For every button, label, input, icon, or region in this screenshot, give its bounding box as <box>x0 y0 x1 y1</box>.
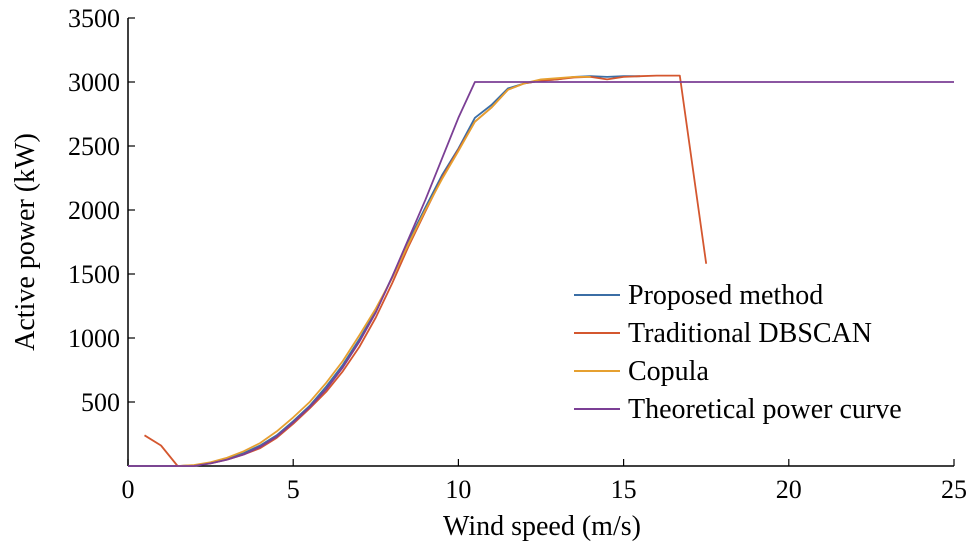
x-tick-label: 15 <box>611 475 637 504</box>
series-line-proposed-method <box>177 75 641 467</box>
y-tick-label: 2000 <box>68 196 120 225</box>
x-tick-label: 0 <box>122 475 135 504</box>
y-axis-title: Active power (kW) <box>10 133 41 351</box>
y-tick-label: 3500 <box>68 4 120 33</box>
y-tick-label: 500 <box>81 388 120 417</box>
y-tick-label: 1500 <box>68 260 120 289</box>
x-tick-label: 25 <box>941 475 967 504</box>
legend-label-copula: Copula <box>628 356 709 387</box>
y-tick-label: 1000 <box>68 324 120 353</box>
y-tick-label: 2500 <box>68 132 120 161</box>
legend-label-proposed-method: Proposed method <box>628 280 823 311</box>
axes: 0 5 10 15 20 25 500 1000 1500 2000 2500 3000 3500 <box>68 4 967 504</box>
x-tick-label: 20 <box>776 475 802 504</box>
x-axis-title: Wind speed (m/s) <box>443 511 641 542</box>
y-tick-label: 3000 <box>68 68 120 97</box>
series-layer <box>128 74 954 467</box>
legend-label-traditional-dbscan: Traditional DBSCAN <box>628 318 872 349</box>
series-line-traditional-dbscan <box>144 74 708 467</box>
x-tick-label: 5 <box>287 475 300 504</box>
legend: Proposed method Traditional DBSCAN Copula T… <box>574 280 902 425</box>
legend-label-theoretical-power-curve: Theoretical power curve <box>628 394 902 425</box>
series-line-theoretical-power-curve <box>128 81 954 467</box>
series-line-copula <box>177 76 591 467</box>
x-tick-label: 10 <box>445 475 471 504</box>
